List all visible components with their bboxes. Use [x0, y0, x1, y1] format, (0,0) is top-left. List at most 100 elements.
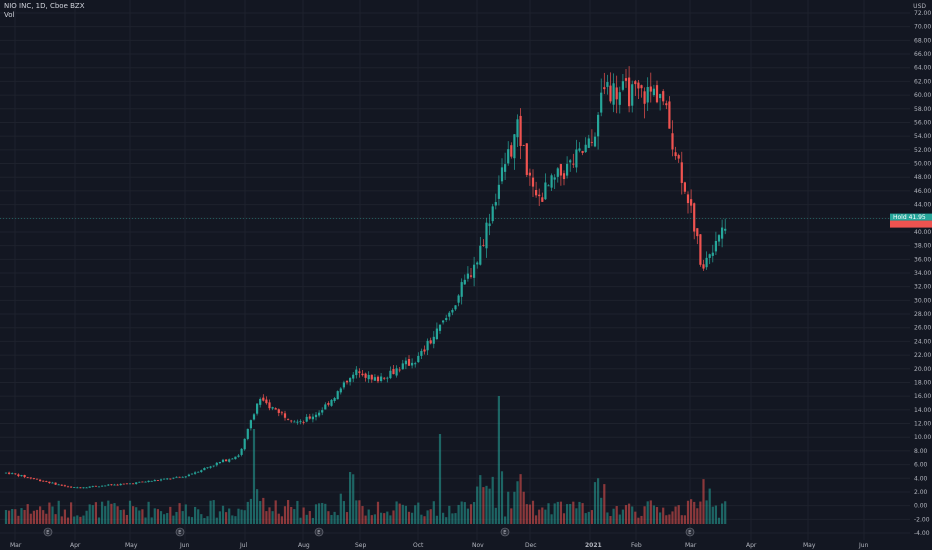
x-tick-label: Sep	[355, 542, 367, 549]
volume-bar	[522, 491, 525, 524]
volume-bar	[677, 505, 680, 524]
y-tick-label: 64.00	[914, 65, 931, 72]
y-tick-label: 38.00	[914, 243, 931, 250]
candle-body	[48, 481, 51, 484]
candle-body	[271, 407, 274, 409]
volume-bar	[587, 511, 590, 524]
volume-bar	[73, 516, 76, 524]
candle-body	[209, 466, 212, 468]
y-tick-label: 60.00	[914, 92, 931, 99]
volume-bar	[460, 501, 463, 524]
volume-bar	[714, 505, 717, 524]
volume-bar	[221, 505, 225, 524]
candle-body	[73, 487, 76, 489]
candle-body	[538, 194, 541, 197]
candle-body	[194, 472, 197, 474]
candle-body	[562, 173, 566, 180]
candle-body	[507, 149, 510, 164]
candle-body	[4, 472, 8, 474]
candle-body	[184, 476, 187, 478]
earnings-marker[interactable]: E	[314, 527, 324, 537]
candle-body	[212, 465, 215, 467]
volume-bar	[451, 513, 454, 524]
candle-body	[711, 252, 714, 256]
volume-bar	[445, 517, 448, 524]
candle-body	[116, 484, 119, 486]
volume-bar	[54, 514, 57, 524]
volume-bar	[85, 510, 88, 524]
volume-bar	[184, 504, 187, 524]
volume-bar	[94, 502, 97, 524]
candle-body	[463, 279, 466, 285]
candle-body	[469, 275, 473, 277]
candle-body	[603, 87, 606, 90]
volume-bar	[711, 506, 714, 524]
candle-body	[166, 478, 169, 480]
candle-body	[693, 203, 696, 232]
earnings-marker[interactable]: E	[43, 527, 53, 537]
volume-bar	[569, 504, 572, 524]
candle-body	[587, 138, 590, 148]
candle-body	[640, 85, 643, 89]
candle-body	[237, 455, 240, 457]
volume-bar	[138, 510, 141, 524]
volume-bar	[668, 514, 671, 524]
x-tick-label: Mar	[10, 542, 22, 549]
volume-bar	[510, 508, 513, 524]
y-tick-label: 14.00	[914, 407, 931, 414]
candle-body	[187, 474, 190, 477]
candle-body	[457, 295, 460, 303]
volume-bar	[277, 513, 280, 524]
volume-bar	[367, 509, 370, 524]
candle-body	[203, 468, 206, 471]
volume-bar	[234, 516, 237, 524]
symbol-title: NIO INC, 1D, Cboe BZX	[4, 2, 85, 10]
candle-body	[420, 350, 423, 356]
candle-body	[721, 227, 724, 239]
candle-body	[724, 228, 727, 231]
candle-body	[612, 83, 615, 105]
candle-body	[659, 94, 662, 99]
candle-body	[321, 410, 324, 413]
earnings-marker[interactable]: E	[685, 527, 695, 537]
volume-bar	[51, 506, 54, 524]
candle-body	[352, 374, 355, 379]
earnings-marker[interactable]: E	[175, 527, 185, 537]
volume-bar	[624, 505, 628, 524]
candle-body	[280, 412, 283, 414]
volume-bar	[364, 515, 367, 524]
candle-body	[541, 197, 544, 202]
volume-bar	[20, 508, 23, 524]
candle-body	[318, 412, 321, 416]
volume-bar	[231, 515, 234, 524]
volume-bar	[122, 509, 125, 524]
volume-bar	[330, 515, 333, 524]
volume-bar	[274, 500, 277, 524]
earnings-marker[interactable]: E	[500, 527, 510, 537]
volume-bar	[237, 508, 240, 524]
y-tick-label: 70.00	[914, 24, 931, 31]
volume-bar	[380, 512, 383, 524]
volume-bar	[482, 487, 485, 524]
volume-bar	[652, 505, 655, 524]
volume-bar	[550, 514, 553, 524]
candle-body	[20, 475, 23, 477]
candle-body	[265, 399, 268, 404]
y-tick-label: 28.00	[914, 311, 931, 318]
volume-bar	[293, 509, 296, 524]
volume-bar	[717, 517, 721, 524]
candle-body	[618, 92, 621, 105]
candle-body	[451, 309, 454, 313]
volume-bar	[389, 515, 392, 524]
volume-bar	[618, 514, 621, 524]
candle-body	[559, 164, 562, 176]
volume-bar	[132, 506, 135, 524]
y-tick-label: 66.00	[914, 51, 931, 58]
volume-bar	[215, 517, 218, 524]
y-tick-label: 48.00	[914, 174, 931, 181]
volume-bar	[339, 493, 342, 524]
candle-body	[553, 177, 556, 180]
candle-body	[342, 382, 345, 388]
